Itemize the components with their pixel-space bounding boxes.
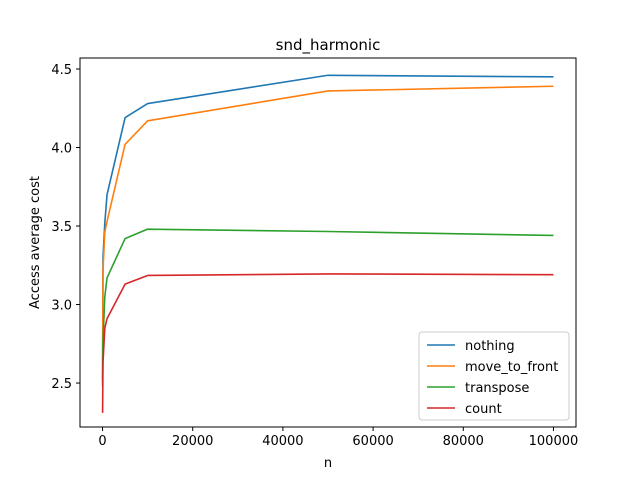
y-tick-label: 4.5: [51, 63, 72, 78]
y-tick-label: 3.5: [51, 220, 72, 235]
legend-label-move-to-front: move_to_front: [465, 360, 558, 375]
y-axis-label: Access average cost: [28, 176, 43, 309]
legend-box: [418, 331, 570, 421]
x-axis: 0 20000 40000 60000 80000 100000: [98, 427, 578, 449]
legend-label-count: count: [465, 402, 502, 417]
series-line-transpose: [101, 228, 554, 387]
x-tick-label: 0: [98, 434, 106, 449]
series-line-move-to-front: [101, 85, 554, 384]
series-lines: [101, 74, 554, 413]
legend-label-nothing: nothing: [465, 339, 515, 354]
series-line-count: [101, 273, 554, 413]
y-tick-label: 2.5: [51, 377, 72, 392]
y-tick-label: 3.0: [51, 299, 72, 314]
plot-frame: [79, 57, 577, 428]
x-tick-label: 80000: [443, 434, 484, 449]
x-tick-label: 60000: [352, 434, 393, 449]
x-tick-label: 20000: [172, 434, 213, 449]
x-tick-label: 40000: [262, 434, 303, 449]
legend: nothing move_to_front transpose count: [418, 331, 570, 421]
x-axis-label: n: [324, 456, 332, 471]
chart-title: snd_harmonic: [276, 36, 381, 55]
plot-area: [79, 57, 577, 428]
y-tick-label: 4.0: [51, 142, 72, 157]
y-axis: 2.5 3.0 3.5 4.0 4.5: [51, 63, 80, 392]
legend-label-transpose: transpose: [465, 381, 529, 396]
x-tick-label: 100000: [529, 434, 579, 449]
